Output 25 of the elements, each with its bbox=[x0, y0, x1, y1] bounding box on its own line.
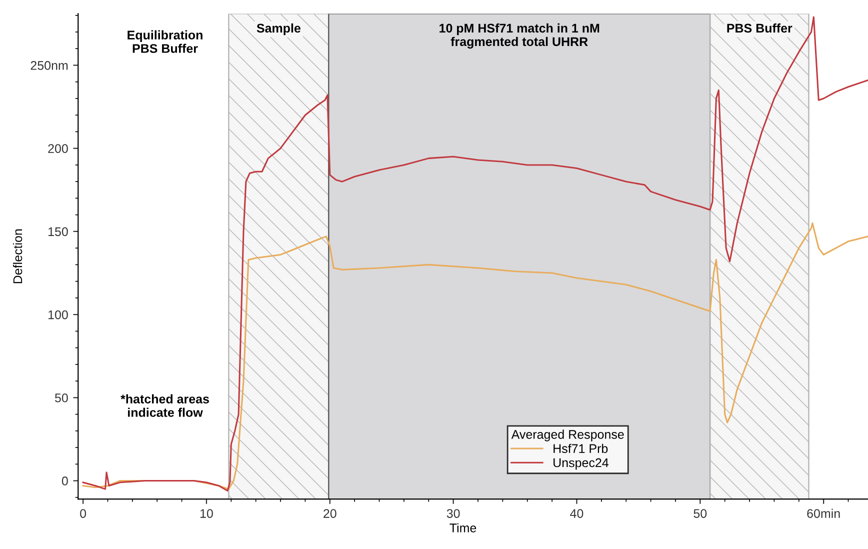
band-label: PBS Buffer bbox=[727, 23, 792, 33]
band-label: Sample bbox=[256, 23, 300, 36]
x-tick-label: 30 bbox=[446, 509, 460, 518]
x-tick-label: 10 bbox=[200, 509, 213, 518]
legend-label: Hsf71 Prb bbox=[554, 444, 608, 454]
y-tick-label: 150 bbox=[48, 227, 68, 236]
x-tick-label: 0 bbox=[80, 509, 86, 518]
annotation: *hatched areas indicate flow bbox=[120, 394, 209, 417]
y-tick-label: 200 bbox=[48, 144, 68, 154]
legend-title: Averaged Response bbox=[511, 430, 624, 442]
line-series bbox=[82, 222, 868, 490]
x-tick-label: 40 bbox=[570, 509, 584, 518]
band-label: 10 pM HSf71 match in 1 nM fragmented total UHRR bbox=[440, 23, 600, 49]
annotation: Equilibration PBS Buffer bbox=[128, 30, 202, 53]
y-tick-label: 250nm bbox=[30, 61, 68, 70]
legend-label: Unspec24 bbox=[554, 458, 608, 470]
line-series bbox=[82, 16, 868, 492]
y-tick-label: 50 bbox=[54, 393, 68, 402]
x-tick-label: 50 bbox=[694, 509, 707, 518]
x-tick-label: 20 bbox=[324, 509, 336, 518]
x-axis-title: Time bbox=[450, 523, 476, 532]
y-tick-label: 0 bbox=[62, 476, 68, 486]
x-tick-label: 60min bbox=[807, 508, 840, 518]
y-axis-title: Deflection bbox=[12, 229, 22, 284]
y-tick-label: 100 bbox=[48, 310, 68, 320]
